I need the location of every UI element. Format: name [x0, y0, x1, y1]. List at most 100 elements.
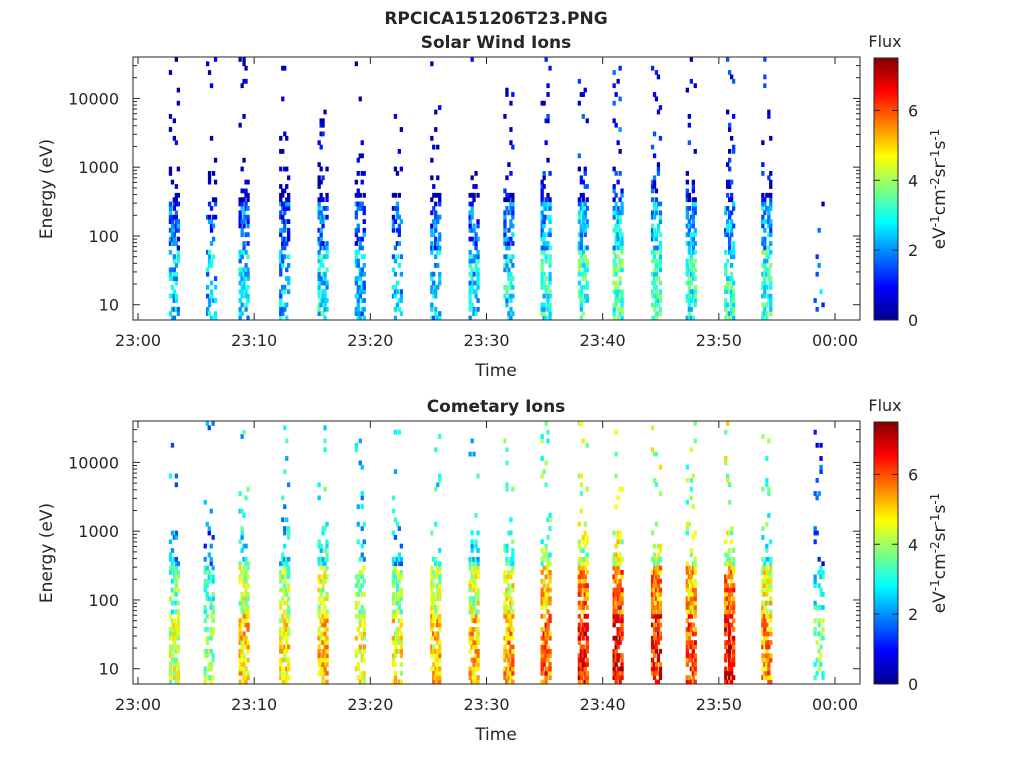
spectrogram-cell	[279, 635, 283, 641]
spectrogram-cell	[652, 552, 657, 558]
spectrogram-cell	[761, 280, 765, 286]
spectrogram-cell	[283, 227, 287, 233]
spectrogram-cell	[612, 609, 616, 615]
spectrogram-cell	[323, 306, 327, 312]
spectrogram-cell	[821, 618, 825, 624]
spectrogram-cell	[614, 570, 618, 575]
spectrogram-cell	[819, 592, 823, 597]
spectrogram-cell	[168, 127, 173, 132]
spectrogram-cell	[618, 609, 622, 615]
spectrogram-cell	[654, 627, 659, 632]
spectrogram-cell	[430, 271, 434, 277]
spectrogram-cell	[614, 192, 618, 198]
spectrogram-cell	[362, 210, 366, 216]
spectrogram-cell	[285, 561, 289, 567]
spectrogram-cell	[546, 197, 550, 203]
spectrogram-cell	[728, 644, 732, 650]
spectrogram-cell	[174, 271, 178, 277]
spectrogram-cell	[763, 276, 767, 281]
spectrogram-cell	[583, 87, 587, 93]
spectrogram-cell	[354, 600, 358, 606]
spectrogram-cell	[397, 192, 401, 198]
spectrogram-cell	[658, 548, 663, 553]
spectrogram-cell	[360, 670, 364, 676]
spectrogram-cell	[511, 600, 515, 606]
spectrogram-cell	[583, 622, 587, 628]
spectrogram-cell	[579, 284, 583, 290]
spectrogram-cell	[509, 600, 513, 606]
spectrogram-cell	[209, 508, 213, 514]
spectrogram-cell	[583, 565, 587, 571]
spectrogram-cell	[283, 236, 287, 242]
spectrogram-cell	[654, 249, 659, 255]
spectrogram-cell	[767, 675, 771, 680]
spectrogram-cell	[434, 561, 438, 567]
spectrogram-cell	[246, 565, 250, 571]
spectrogram-cell	[503, 578, 507, 584]
spectrogram-cell	[395, 210, 400, 216]
spectrogram-cell	[360, 280, 364, 286]
spectrogram-cell	[323, 302, 327, 308]
spectrogram-cell	[438, 315, 442, 321]
spectrogram-cell	[399, 653, 403, 659]
spectrogram-cell	[438, 587, 442, 593]
spectrogram-cell	[174, 583, 178, 588]
spectrogram-cell	[767, 192, 771, 198]
spectrogram-cell	[654, 289, 659, 295]
spectrogram-cell	[168, 249, 173, 255]
spectrogram-cell	[356, 249, 360, 255]
spectrogram-cell	[618, 96, 622, 102]
spectrogram-cell	[548, 552, 552, 558]
spectrogram-cell	[509, 675, 513, 680]
spectrogram-cell	[650, 144, 655, 150]
spectrogram-cell	[362, 232, 366, 238]
spectrogram-cell	[767, 276, 771, 281]
spectrogram-cell	[728, 245, 732, 251]
spectrogram-cell	[548, 587, 552, 593]
spectrogram-cell	[542, 284, 546, 290]
y-tick-label: 100	[88, 591, 119, 610]
spectrogram-cell	[620, 587, 624, 593]
spectrogram-cell	[474, 236, 478, 242]
spectrogram-cell	[317, 184, 321, 189]
spectrogram-cell	[283, 592, 287, 597]
spectrogram-cell	[652, 561, 657, 567]
spectrogram-cell	[434, 556, 438, 562]
spectrogram-cell	[652, 175, 657, 181]
spectrogram-cell	[618, 552, 622, 558]
spectrogram-cell	[819, 635, 823, 641]
spectrogram-cell	[505, 666, 509, 672]
spectrogram-cell	[503, 600, 507, 606]
spectrogram-cell	[319, 556, 323, 562]
spectrogram-cell	[765, 271, 769, 277]
spectrogram-cell	[321, 245, 325, 251]
spectrogram-cell	[693, 670, 697, 676]
spectrogram-cell	[583, 675, 587, 680]
spectrogram-cell	[170, 653, 175, 659]
spectrogram-cell	[616, 561, 620, 567]
spectrogram-cell	[761, 618, 765, 624]
spectrogram-cell	[321, 254, 325, 260]
spectrogram-cell	[765, 456, 769, 461]
spectrogram-cell	[767, 267, 771, 273]
spectrogram-cell	[548, 245, 552, 251]
spectrogram-cell	[476, 530, 480, 536]
spectrogram-cell	[728, 635, 732, 641]
spectrogram-cell	[438, 653, 442, 659]
spectrogram-cell	[358, 583, 362, 588]
spectrogram-cell	[354, 201, 358, 207]
spectrogram-cell	[323, 596, 327, 602]
spectrogram-cell	[689, 258, 693, 264]
spectrogram-cell	[507, 666, 511, 672]
spectrogram-cell	[813, 631, 817, 637]
spectrogram-cell	[769, 179, 773, 185]
spectrogram-cell	[728, 166, 732, 172]
spectrogram-cell	[209, 631, 213, 637]
spectrogram-cell	[511, 276, 515, 281]
spectrogram-cell	[395, 627, 400, 632]
spectrogram-cell	[211, 171, 216, 176]
spectrogram-cell	[544, 640, 548, 645]
panel-title: Solar Wind Ions	[421, 33, 572, 53]
spectrogram-cell	[319, 657, 323, 663]
spectrogram-cell	[391, 570, 396, 575]
